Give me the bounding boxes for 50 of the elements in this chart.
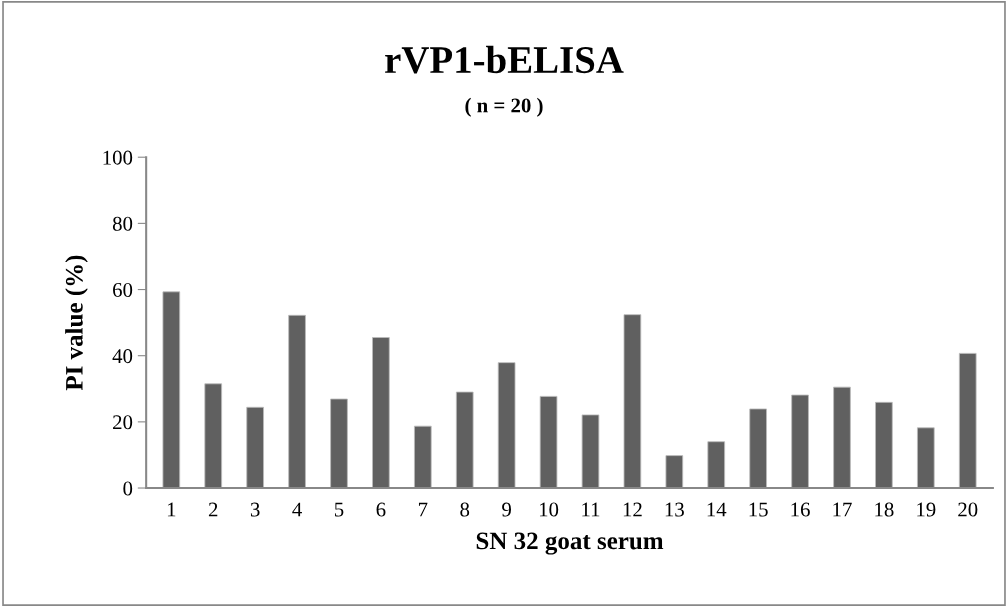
x-tick-label: 17: [833, 502, 852, 517]
x-tick-label: 12: [623, 502, 642, 517]
bar: [665, 455, 684, 489]
bar: [162, 291, 181, 489]
x-tick-label: 11: [582, 502, 600, 517]
x-tick-label: 8: [460, 502, 470, 517]
bar: [204, 383, 223, 489]
bar: [581, 414, 600, 489]
chart-subtitle: ( n = 20 ): [465, 97, 543, 117]
bar: [875, 401, 893, 489]
bar: [623, 314, 642, 489]
x-tick-label: 10: [539, 502, 559, 517]
x-tick-label: 1: [167, 502, 176, 517]
y-tick-label: 60: [113, 282, 133, 297]
y-tick-label: 100: [103, 150, 133, 165]
chart-title: rVP1-bELISA: [385, 45, 624, 74]
bar: [455, 391, 474, 489]
bar: [749, 408, 767, 489]
x-tick-label: 3: [250, 502, 260, 517]
x-tick-label: 16: [791, 502, 810, 517]
bar: [330, 398, 348, 489]
y-tick-label: 0: [123, 481, 133, 496]
x-tick-label: 14: [707, 502, 727, 517]
bar: [246, 406, 264, 489]
x-tick-label: 4: [292, 502, 302, 517]
x-tick-label: 20: [958, 502, 978, 517]
bar: [791, 394, 809, 489]
x-tick-label: 19: [917, 502, 936, 517]
x-tick-label: 5: [334, 502, 344, 517]
bar: [539, 395, 558, 489]
x-tick-label: 7: [418, 502, 428, 517]
x-tick-label: 13: [665, 502, 684, 517]
x-tick-label: 6: [376, 502, 386, 517]
bar: [707, 441, 726, 489]
bar: [414, 425, 432, 489]
bar: [958, 352, 977, 489]
bar: [833, 386, 851, 489]
x-tick-label: 15: [749, 502, 768, 517]
bar: [497, 362, 516, 489]
x-tick-label: 18: [875, 502, 894, 517]
x-tick-label: 9: [502, 502, 511, 517]
bar: [288, 314, 306, 489]
y-tick-label: 80: [112, 216, 133, 231]
y-axis-title: PI value (%): [65, 255, 88, 391]
x-tick-label: 2: [208, 502, 218, 517]
x-axis-title: SN 32 goat serum: [476, 532, 664, 555]
bar: [372, 337, 390, 489]
bar: [917, 427, 935, 489]
y-tick-label: 20: [113, 415, 133, 430]
y-tick-label: 40: [112, 349, 133, 364]
